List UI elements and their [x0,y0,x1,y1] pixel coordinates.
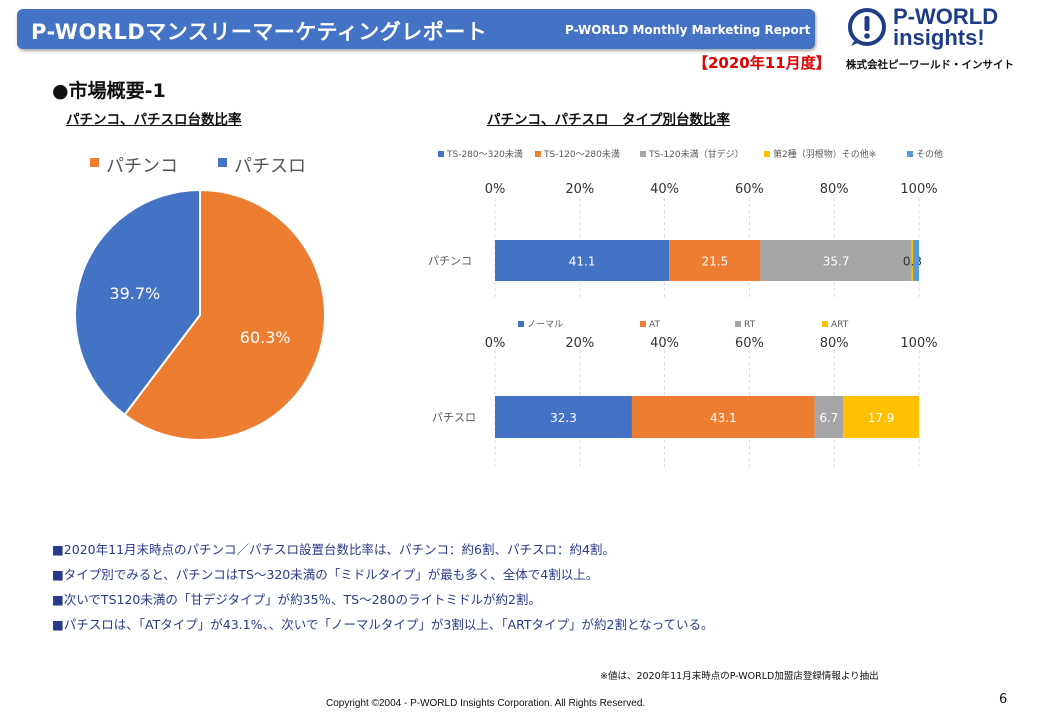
bar1-tick-label-5: 80% [820,182,849,197]
copyright: Copyright ©2004 - P-WORLD Insights Corpo… [326,698,646,709]
commentary-line-4: ■パチスロは、「ATタイプ」が43.1%、、次いで「ノーマルタイプ」が3割以上、… [52,617,714,632]
commentary-line-2: ■タイプ別でみると、パチンコはTS～320未満の「ミドルタイプ」が最も多く、全体… [52,567,599,582]
bar2-category-label: パチスロ [432,411,476,424]
company-name: 株式会社ピーワールド・インサイト [846,59,1014,71]
bar1-legend-swatch-4 [764,151,770,157]
logo-text: P-WORLD insights! [893,4,999,50]
bar-chart-title: パチンコ、パチスロ タイプ別台数比率 [487,112,730,128]
logo-line-1: P-WORLD [893,4,999,29]
bar2-tick-label-4: 60% [735,336,764,351]
bar1-legend-swatch-3 [640,151,646,157]
bar2-segment-1 [495,396,632,438]
commentary-line-1: ■2020年11月末時点のパチンコ／パチスロ設置台数比率は、パチンコ：約6割、パ… [52,542,615,557]
bar2-tick-label-1: 0% [485,336,506,351]
bar1-tick-label-2: 20% [565,182,594,197]
pie-slice-label-1: 60.3% [240,328,291,347]
bar2-tick-label-6: 100% [900,336,937,351]
header-banner: P-WORLDマンスリーマーケティングレポート P-WORLD Monthly … [17,9,815,49]
bar1-segment-2 [669,240,761,281]
bar1-legend-swatch-5 [907,151,913,157]
bar2-data-label-3: 6.7 [819,411,838,425]
bar2-legend-swatch-2 [640,321,646,327]
bar1-category-label: パチンコ [428,255,472,268]
bar1-tick-label-6: 100% [900,182,937,197]
bar2-legend-swatch-3 [735,321,741,327]
bar1-legend-swatch-2 [535,151,541,157]
bar1-data-label-2: 21.5 [701,255,728,269]
report-subtitle: P-WORLD Monthly Marketing Report [565,23,811,37]
pie-slice-label-2: 39.7% [109,284,160,303]
bar2-legend-label-1: ノーマル [527,320,563,330]
report-title: P-WORLDマンスリーマーケティングレポート [31,20,488,44]
bar1-segment-1 [495,240,670,281]
bar2-legend-label-3: RT [744,320,756,330]
bar2-legend-swatch-1 [518,321,524,327]
commentary-line-3: ■次いでTS120未満の「甘デジタイプ」が約35％、TS～280のライトミドルが… [52,592,541,607]
bar1-legend-label-5: その他 [916,148,943,160]
bar1-legend-label-4: 第2種（羽根物）その他※ [773,148,876,160]
bar1-tick-label-3: 40% [650,182,679,197]
page-number: 6 [999,692,1008,707]
bar2-legend-swatch-4 [822,321,828,327]
bar1-data-label-4: 0.3 [903,255,922,269]
bar2-segment-3 [814,396,844,438]
pie-chart-title: パチンコ、パチスロ台数比率 [66,112,242,128]
commentary: ■2020年11月末時点のパチンコ／パチスロ設置台数比率は、パチンコ：約6割、パ… [52,540,713,640]
bar2-legend-label-2: AT [649,320,660,330]
logo-line-2: insights! [893,25,985,50]
bar2-tick-label-2: 20% [565,336,594,351]
bar2-legend-label-4: ART [831,320,849,330]
bar2-tick-label-5: 80% [820,336,849,351]
bar1-segment-4 [911,240,914,281]
report-month: 【2020年11月度】 [693,54,831,72]
bar1-legend-label-1: TS-280～320未満 [446,148,523,160]
bar1-data-label-3: 35.7 [823,255,850,269]
bar2-data-label-4: 17.9 [868,411,895,425]
bar1-data-label-1: 41.1 [569,255,596,269]
pie-slice-1 [123,188,326,441]
pie-slice-2 [74,188,201,417]
pie-legend-swatch-2 [218,158,227,167]
bar2-segment-2 [631,396,815,438]
bar1-tick-label-4: 60% [735,182,764,197]
source-note: ※値は、2020年11月末時点のP-WORLD加盟店登録情報より抽出 [600,671,879,682]
pie-legend-label-1: パチンコ [106,156,178,177]
bar1-legend-label-2: TS-120～280未満 [543,148,620,160]
bar1-segment-3 [760,240,912,281]
bar2-tick-label-3: 40% [650,336,679,351]
pie-legend-label-2: パチスロ [234,156,306,177]
bar1-legend-swatch-1 [438,151,444,157]
logo-exclamation-icon [848,8,886,46]
bar1-segment-5 [913,240,919,281]
section-title: ●市場概要-1 [52,80,166,102]
bar2-data-label-1: 32.3 [550,411,577,425]
bar2-data-label-2: 43.1 [710,411,737,425]
bar1-tick-label-1: 0% [485,182,506,197]
bar2-segment-4 [843,396,919,438]
pie-legend-swatch-1 [90,158,99,167]
bar1-legend-label-3: TS-120未満（甘デジ） [648,148,744,160]
